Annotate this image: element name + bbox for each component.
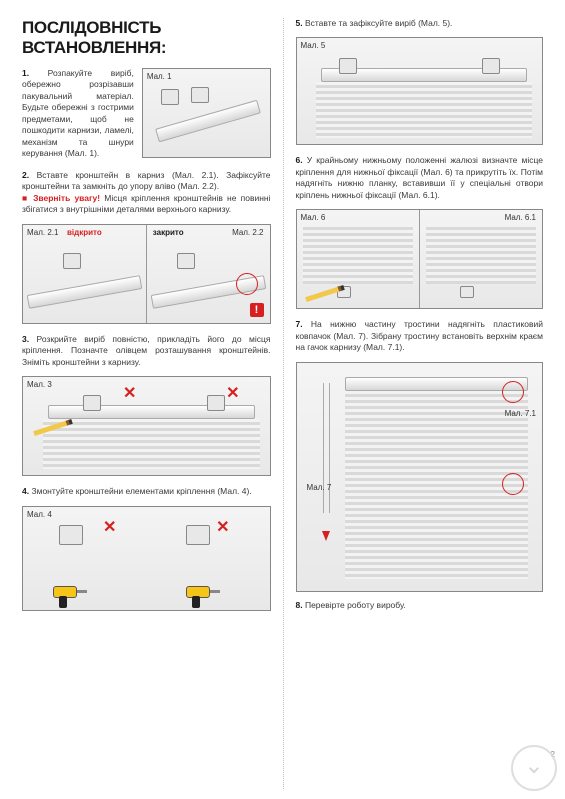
step-3-text: 3. Розкрийте виріб повністю, прикладіть … — [22, 334, 271, 368]
slats-graphic — [303, 224, 413, 284]
callout-circle-icon — [236, 273, 258, 295]
cord-graphic — [323, 383, 324, 513]
figure-7-1-label: Мал. 7.1 — [505, 409, 536, 418]
step-1-body: Розпакуйте виріб, обережно розрізавши па… — [22, 68, 134, 158]
step-5-text: 5. Вставте та зафіксуйте виріб (Мал. 5). — [296, 18, 544, 29]
figure-7-label: Мал. 7 — [307, 483, 332, 492]
figure-2-1-label: Мал. 2.1 — [27, 228, 58, 237]
figure-6-label: Мал. 6 — [301, 213, 326, 222]
drill-icon — [53, 586, 87, 608]
callout-circle-icon — [502, 473, 524, 495]
page: ПОСЛІДОВНІСТЬ ВСТАНОВЛЕННЯ: 1. Розпакуйт… — [0, 0, 565, 799]
figure-4: Мал. 4 ✕ ✕ — [22, 506, 271, 611]
warn-square-icon: ■ — [22, 193, 33, 203]
step-2b-prefix: Зверніть увагу! — [33, 193, 100, 203]
step-8-text: 8. Перевірте роботу виробу. — [296, 600, 544, 611]
step-1: 1. Розпакуйте виріб, обережно розрізавши… — [22, 68, 271, 160]
rail-graphic — [345, 377, 529, 391]
figure-2-2-label: Мал. 2.2 — [232, 228, 263, 237]
right-column: 5. Вставте та зафіксуйте виріб (Мал. 5).… — [283, 18, 544, 789]
state-open-label: відкрито — [67, 228, 102, 237]
warning-icon: ! — [250, 303, 264, 317]
step-2-num: 2. — [22, 170, 29, 180]
step-7-text: 7. На нижню частину тростини надягніть п… — [296, 319, 544, 353]
left-column: ПОСЛІДОВНІСТЬ ВСТАНОВЛЕННЯ: 1. Розпакуйт… — [22, 18, 283, 789]
step-4-body: Змонтуйте кронштейни елементами кріпленн… — [31, 486, 251, 496]
step-1-text: 1. Розпакуйте виріб, обережно розрізавши… — [22, 68, 134, 160]
state-closed-label: закрито — [153, 228, 184, 237]
figure-6-1: Мал. 6.1 — [419, 210, 542, 308]
step-1-num: 1. — [22, 68, 29, 78]
step-8-body: Перевірте роботу виробу. — [305, 600, 406, 610]
step-4-text: 4. Змонтуйте кронштейни елементами кріпл… — [22, 486, 271, 497]
step-6-num: 6. — [296, 155, 303, 165]
figure-5-label: Мал. 5 — [301, 41, 326, 50]
main-title: ПОСЛІДОВНІСТЬ ВСТАНОВЛЕННЯ: — [22, 18, 271, 58]
step-7-num: 7. — [296, 319, 303, 329]
step-7-body: На нижню частину тростини надягніть плас… — [296, 319, 544, 352]
step-4-num: 4. — [22, 486, 29, 496]
slats-graphic — [316, 82, 532, 138]
cross-icon: ✕ — [216, 517, 229, 537]
bracket-icon — [63, 253, 81, 269]
rail-graphic — [27, 275, 142, 309]
step-6-text: 6. У крайньому нижньому положенні жалюзі… — [296, 155, 544, 201]
cross-icon: ✕ — [123, 383, 136, 403]
figure-6-1-label: Мал. 6.1 — [505, 213, 536, 222]
drill-icon — [186, 586, 220, 608]
step-8-num: 8. — [296, 600, 303, 610]
bracket-icon — [83, 395, 101, 411]
step-6-body: У крайньому нижньому положенні жалюзі ви… — [296, 155, 544, 199]
watermark-icon — [511, 745, 557, 791]
figure-1-label: Мал. 1 — [147, 72, 172, 81]
bracket-icon — [186, 525, 210, 545]
step-5-body: Вставте та зафіксуйте виріб (Мал. 5). — [305, 18, 452, 28]
rail-graphic — [156, 100, 262, 143]
step-3-num: 3. — [22, 334, 29, 344]
bracket-icon — [191, 87, 209, 103]
figure-1: Мал. 1 — [142, 68, 271, 158]
cord-graphic — [329, 383, 330, 513]
slats-graphic — [426, 224, 536, 284]
slats-graphic — [43, 419, 260, 469]
figure-3: Мал. 3 ✕ ✕ — [22, 376, 271, 476]
cross-icon: ✕ — [226, 383, 239, 403]
tassel-icon — [322, 531, 330, 541]
figure-7: Мал. 7 Мал. 7.1 — [296, 362, 544, 592]
callout-circle-icon — [502, 381, 524, 403]
bracket-icon — [161, 89, 179, 105]
figure-4-label: Мал. 4 — [27, 510, 52, 519]
step-2-text: 2. Вставте кронштейн в карниз (Мал. 2.1)… — [22, 170, 271, 216]
figure-6: Мал. 6 Мал. 6.1 — [296, 209, 544, 309]
step-3-body: Розкрийте виріб повністю, прикладіть йог… — [22, 334, 271, 367]
figure-5: Мал. 5 — [296, 37, 544, 145]
figure-2-2: закрито Мал. 2.2 ! — [146, 225, 270, 323]
figure-2: Мал. 2.1 відкрито закрито Мал. 2.2 ! — [22, 224, 271, 324]
bracket-icon — [460, 286, 474, 298]
bracket-icon — [59, 525, 83, 545]
figure-2-1: Мал. 2.1 відкрито — [23, 225, 146, 323]
bracket-icon — [177, 253, 195, 269]
figure-3-label: Мал. 3 — [27, 380, 52, 389]
figure-6-left: Мал. 6 — [297, 210, 419, 308]
bracket-icon — [482, 58, 500, 74]
step-2a-body: Вставте кронштейн в карниз (Мал. 2.1). З… — [22, 170, 270, 191]
bracket-icon — [339, 58, 357, 74]
step-5-num: 5. — [296, 18, 303, 28]
cross-icon: ✕ — [103, 517, 116, 537]
bracket-icon — [207, 395, 225, 411]
slats-graphic — [345, 391, 529, 579]
